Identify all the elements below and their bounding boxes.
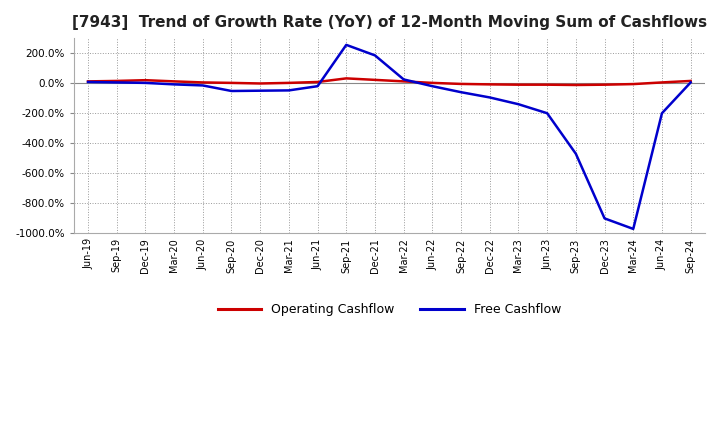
Title: [7943]  Trend of Growth Rate (YoY) of 12-Month Moving Sum of Cashflows: [7943] Trend of Growth Rate (YoY) of 12-… <box>72 15 707 30</box>
Legend: Operating Cashflow, Free Cashflow: Operating Cashflow, Free Cashflow <box>212 298 566 321</box>
